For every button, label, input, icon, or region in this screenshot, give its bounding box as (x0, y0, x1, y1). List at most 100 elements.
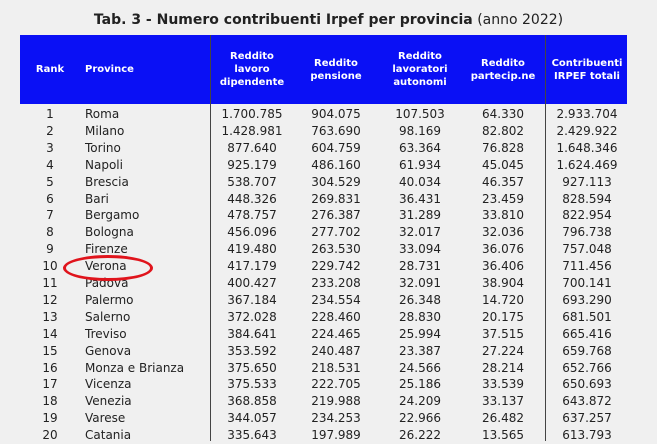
cell-rank: 10 (42, 259, 58, 274)
cell-reddito-lavoro-dipendente: 417.179 (227, 259, 277, 274)
highlight-ellipse (63, 255, 153, 281)
cell-reddito-pensione: 904.075 (311, 107, 361, 121)
cell-rank: 16 (42, 360, 58, 375)
cell-rank: 9 (46, 242, 54, 257)
cell-reddito-partecipazione: 82.802 (482, 123, 524, 138)
cell-reddito-lavoro-dipendente: 1.700.785 (221, 107, 283, 121)
cell-province: Varese (85, 411, 126, 426)
cell-reddito-lavoro-dipendente: 372.028 (227, 309, 277, 324)
table-row: 12 Palermo 367.184 234.554 26.348 14.720 693.2… (20, 292, 627, 309)
cell-reddito-lavoratori-autonomi: 26.222 (399, 428, 441, 443)
header-reddito-pensione: Reddito pensione (310, 57, 362, 82)
cell-reddito-partecipazione: 26.482 (482, 411, 524, 426)
cell-reddito-lavoro-dipendente: 367.184 (227, 292, 277, 307)
cell-reddito-pensione: 233.208 (311, 276, 361, 290)
cell-province: Vicenza (85, 377, 132, 392)
cell-contribuenti-totali: 1.624.469 (556, 157, 618, 172)
cell-contribuenti-totali: 927.113 (562, 174, 612, 189)
cell-reddito-partecipazione: 13.565 (482, 428, 524, 443)
header-reddito-partecipazione: Reddito partecip.ne (470, 57, 536, 82)
column-divider (545, 35, 546, 441)
cell-rank: 12 (42, 292, 58, 307)
cell-reddito-lavoro-dipendente: 478.757 (227, 208, 277, 223)
cell-province: Genova (85, 343, 132, 358)
cell-reddito-partecipazione: 33.137 (482, 394, 524, 409)
cell-reddito-partecipazione: 45.045 (482, 157, 524, 172)
cell-reddito-lavoratori-autonomi: 32.017 (399, 225, 441, 240)
cell-rank: 5 (46, 174, 54, 189)
cell-reddito-lavoro-dipendente: 353.592 (227, 343, 277, 358)
cell-reddito-lavoratori-autonomi: 107.503 (395, 107, 445, 121)
header-province: Province (85, 64, 134, 75)
cell-reddito-pensione: 234.554 (311, 292, 361, 307)
cell-rank: 17 (42, 377, 58, 392)
cell-rank: 18 (42, 394, 58, 409)
cell-reddito-lavoratori-autonomi: 28.830 (399, 309, 441, 324)
cell-province: Brescia (85, 174, 129, 189)
cell-reddito-lavoro-dipendente: 375.533 (227, 377, 277, 392)
cell-reddito-lavoratori-autonomi: 28.731 (399, 259, 441, 274)
cell-reddito-partecipazione: 32.036 (482, 225, 524, 240)
cell-reddito-partecipazione: 20.175 (482, 309, 524, 324)
cell-rank: 14 (42, 326, 58, 341)
cell-rank: 3 (46, 140, 54, 155)
header-contribuenti-totali: Contribuenti IRPEF totali (551, 57, 623, 82)
cell-contribuenti-totali: 822.954 (562, 208, 612, 223)
cell-contribuenti-totali: 2.933.704 (556, 107, 618, 121)
header-reddito-lavoratori-autonomi: Reddito lavoratori autonomi (392, 51, 448, 88)
cell-reddito-lavoratori-autonomi: 61.934 (399, 157, 441, 172)
table-row: 3 Torino 877.640 604.759 63.364 76.828 1.648.3… (20, 140, 627, 157)
table-row: 16 Monza e Brianza 375.650 218.531 24.566 28.… (20, 360, 627, 377)
cell-reddito-pensione: 277.702 (311, 225, 361, 240)
table-row: 9 Firenze 419.480 263.530 33.094 36.076 757.04… (20, 241, 627, 258)
cell-contribuenti-totali: 681.501 (562, 309, 612, 324)
cell-reddito-lavoratori-autonomi: 24.209 (399, 394, 441, 409)
table-row: 13 Salerno 372.028 228.460 28.830 20.175 681.5… (20, 309, 627, 326)
cell-contribuenti-totali: 643.872 (562, 394, 612, 409)
cell-rank: 7 (46, 208, 54, 223)
cell-reddito-pensione: 224.465 (311, 326, 361, 341)
cell-rank: 8 (46, 225, 54, 240)
cell-contribuenti-totali: 665.416 (562, 326, 612, 341)
cell-reddito-pensione: 222.705 (311, 377, 361, 392)
cell-rank: 19 (42, 411, 58, 426)
cell-reddito-lavoro-dipendente: 344.057 (227, 411, 277, 426)
cell-province: Torino (85, 140, 121, 155)
title-bold: Tab. 3 - Numero contribuenti Irpef per p… (93, 12, 473, 28)
cell-province: Firenze (85, 242, 128, 257)
cell-province: Salerno (85, 309, 131, 324)
cell-rank: 6 (46, 191, 54, 206)
cell-reddito-pensione: 228.460 (311, 309, 361, 324)
cell-province: Palermo (85, 292, 134, 307)
cell-reddito-pensione: 219.988 (311, 394, 361, 409)
cell-reddito-lavoro-dipendente: 419.480 (227, 242, 277, 257)
cell-province: Monza e Brianza (85, 360, 185, 375)
cell-reddito-pensione: 234.253 (311, 411, 361, 426)
cell-reddito-lavoratori-autonomi: 26.348 (399, 292, 441, 307)
cell-reddito-partecipazione: 38.904 (482, 276, 524, 290)
cell-reddito-partecipazione: 23.459 (482, 191, 524, 206)
cell-province: Napoli (85, 157, 123, 172)
cell-reddito-pensione: 263.530 (311, 242, 361, 257)
cell-reddito-lavoratori-autonomi: 33.094 (399, 242, 441, 257)
cell-rank: 4 (46, 157, 54, 172)
cell-province: Milano (85, 123, 125, 138)
cell-contribuenti-totali: 650.693 (562, 377, 612, 392)
cell-reddito-pensione: 763.690 (311, 123, 361, 138)
cell-reddito-partecipazione: 36.406 (482, 259, 524, 274)
cell-reddito-partecipazione: 64.330 (482, 107, 524, 121)
cell-reddito-partecipazione: 46.357 (482, 174, 524, 189)
cell-reddito-partecipazione: 37.515 (482, 326, 524, 341)
table-row: 11 Padova 400.427 233.208 32.091 38.904 700.14… (20, 275, 627, 292)
cell-reddito-lavoro-dipendente: 384.641 (227, 326, 277, 341)
cell-contribuenti-totali: 2.429.922 (556, 123, 618, 138)
cell-rank: 20 (42, 428, 58, 443)
cell-reddito-lavoratori-autonomi: 31.289 (399, 208, 441, 223)
cell-reddito-partecipazione: 27.224 (482, 343, 524, 358)
cell-reddito-lavoro-dipendente: 925.179 (227, 157, 277, 172)
cell-reddito-lavoratori-autonomi: 22.966 (399, 411, 441, 426)
cell-reddito-lavoratori-autonomi: 32.091 (399, 276, 441, 290)
cell-contribuenti-totali: 757.048 (562, 242, 612, 257)
cell-province: Venezia (85, 394, 132, 409)
cell-reddito-lavoro-dipendente: 456.096 (227, 225, 277, 240)
